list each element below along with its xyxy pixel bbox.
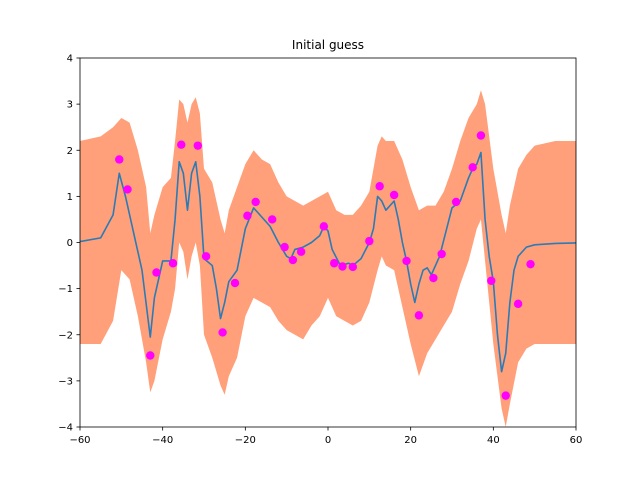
data-point: [296, 247, 306, 256]
data-point: [402, 256, 411, 266]
data-point: [526, 259, 535, 269]
data-point: [389, 190, 399, 200]
data-point: [319, 222, 329, 231]
data-point: [115, 155, 124, 164]
data-point: [230, 278, 240, 288]
y-tick-label: 2: [67, 146, 73, 157]
x-tick-label: −40: [152, 435, 173, 446]
chart-title: Initial guess: [292, 38, 364, 52]
data-point: [365, 236, 374, 246]
y-tick-label: −2: [58, 330, 73, 341]
data-point: [193, 141, 202, 150]
data-point: [348, 262, 357, 272]
y-tick-label: 4: [67, 54, 73, 65]
data-point: [476, 131, 486, 140]
data-point: [280, 242, 289, 252]
data-point: [288, 255, 298, 265]
data-point: [451, 197, 461, 207]
data-point: [414, 311, 424, 320]
data-point: [218, 328, 227, 337]
data-point: [429, 273, 438, 283]
y-tick-label: −1: [58, 284, 73, 295]
data-point: [513, 299, 523, 309]
x-tick-label: 0: [325, 435, 331, 446]
x-tick-label: 40: [487, 435, 500, 446]
y-tick-label: −4: [58, 423, 73, 434]
data-point: [243, 211, 252, 220]
y-tick-label: −3: [58, 376, 73, 387]
data-point: [487, 276, 496, 285]
data-point: [330, 259, 339, 268]
data-point: [201, 252, 211, 261]
data-point: [177, 140, 186, 149]
mean-line: [80, 151, 576, 373]
data-point: [146, 351, 155, 360]
plot-area: [80, 90, 576, 427]
x-tick-label: −60: [69, 435, 90, 446]
y-tick-label: 0: [67, 238, 73, 249]
data-point: [468, 163, 477, 172]
data-point: [251, 197, 260, 207]
x-tick-label: 20: [404, 435, 417, 446]
data-point: [152, 268, 161, 277]
data-point: [268, 215, 277, 224]
data-point: [375, 182, 384, 191]
data-point: [123, 185, 132, 194]
x-tick-label: −20: [235, 435, 256, 446]
data-point: [501, 391, 510, 400]
y-tick-label: 1: [67, 192, 73, 203]
x-tick-label: 60: [570, 435, 583, 446]
data-point: [338, 262, 347, 271]
data-point: [437, 249, 446, 259]
axes: −60 −40 −20 0 20 40 60 −4 −3 −2 −1 0 1 2 3 4: [58, 54, 582, 447]
y-tick-label: 3: [67, 100, 73, 111]
confidence-band: [80, 90, 576, 427]
data-point: [168, 259, 178, 268]
